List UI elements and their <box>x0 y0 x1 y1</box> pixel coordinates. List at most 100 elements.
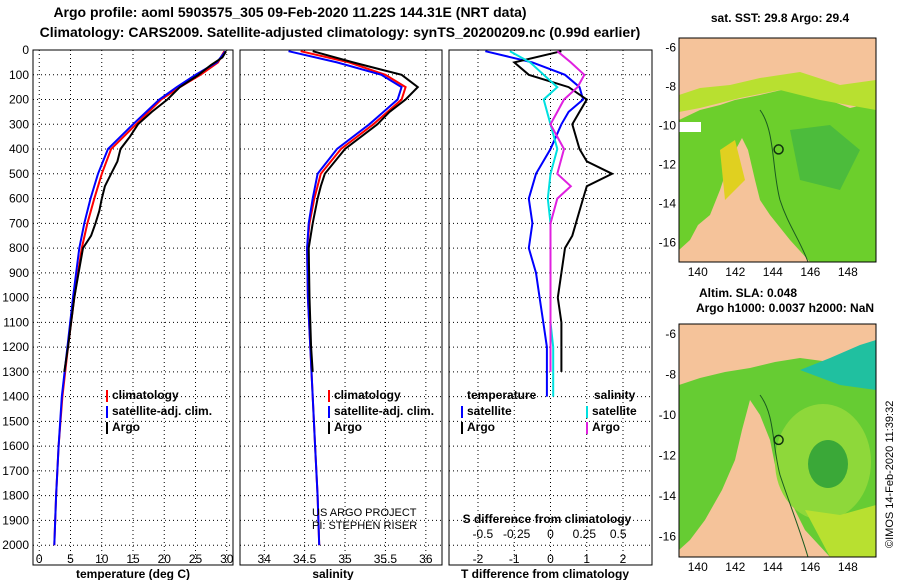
difference-panel: -2 -1 0 1 2 -0.5 -0.25 0 0.25 0.5 T difference f… <box>448 49 653 580</box>
sla-eddy-core <box>808 440 848 488</box>
x-tick-label: 20 <box>158 552 172 566</box>
legend-label-t-argo: Argo <box>467 420 495 434</box>
x-tick-label: 2 <box>620 552 627 566</box>
y-tick-label: 1900 <box>2 513 29 527</box>
temperature-panel: 0100200300400500600700800900100011001200… <box>2 43 233 580</box>
bathymetry-contour <box>759 109 809 263</box>
difference-legend: temperature satellite Argo salinity sate… <box>461 388 637 434</box>
y-tick-label: 1800 <box>2 489 29 503</box>
lon-tick-label: 146 <box>800 265 820 279</box>
lon-tick-label: 144 <box>763 265 783 279</box>
series-line-argo <box>307 50 420 372</box>
lon-tick-label: 148 <box>838 560 858 574</box>
lon-tick-label: 148 <box>838 265 858 279</box>
difference-x-label: T difference from climatology <box>461 567 629 580</box>
temperature-legend: climatology satellite-adj. clim. Argo <box>106 388 212 434</box>
y-tick-label: 100 <box>9 68 29 82</box>
legend-label-s-argo: Argo <box>592 420 620 434</box>
sst-warm-patch <box>720 140 745 200</box>
sst-warm-band <box>679 72 876 112</box>
salinity-legend: climatology satellite-adj. clim. Argo <box>328 388 434 434</box>
legend-label-satellite: satellite-adj. clim. <box>334 404 434 418</box>
salinity-x-label: salinity <box>312 567 354 580</box>
legend-label-argo: Argo <box>112 420 140 434</box>
x-tick-label: 25 <box>189 552 203 566</box>
lat-tick-label: -16 <box>659 236 677 250</box>
x-tick-label: 5 <box>67 552 74 566</box>
legend-label-climatology: climatology <box>112 388 179 402</box>
bathymetry-contour <box>759 394 809 558</box>
y-tick-label: 600 <box>9 192 29 206</box>
x-tick-label: 0 <box>36 552 43 566</box>
lon-tick-label: 144 <box>763 560 783 574</box>
y-tick-label: 500 <box>9 167 29 181</box>
legend-label-climatology: climatology <box>334 388 401 402</box>
salinity-panel: 34 34.5 35 35.5 36 salinity climatology sate… <box>239 49 443 580</box>
chart-title-line1: Argo profile: aoml 5903575_305 09-Feb-20… <box>53 4 527 20</box>
salinity-gridlines <box>240 49 442 565</box>
x-tick-label: 1 <box>583 552 590 566</box>
top-x-tick-label: 0.25 <box>573 527 597 541</box>
x-tick-label: 15 <box>126 552 140 566</box>
sla-map-title-line1: Altim. SLA: 0.048 <box>699 286 797 300</box>
depth-tick-labels: 0 100 200 300 400 500 600 700 800 900 1000 1100 1200… <box>2 43 29 552</box>
legend-title-temperature: temperature <box>467 388 537 402</box>
y-tick-label: 1700 <box>2 464 29 478</box>
salinity-tick-labels: 34 34.5 35 35.5 36 <box>258 552 433 566</box>
sla-low-anomaly <box>800 340 876 390</box>
sst-lon-tick-labels: 140 142 144 146 148 <box>688 265 858 279</box>
top-x-tick-label: 0.5 <box>610 527 627 541</box>
lat-tick-label: -8 <box>665 368 676 382</box>
top-x-tick-label: -0.5 <box>472 527 493 541</box>
series-line-salinity-argo <box>549 50 586 372</box>
legend-label-argo: Argo <box>334 420 362 434</box>
y-tick-label: 1200 <box>2 340 29 354</box>
y-tick-label: 1300 <box>2 365 29 379</box>
temperature-plot-frame <box>32 49 234 566</box>
sst-lat-tick-labels: -6 -8 -10 -12 -14 -16 <box>659 41 677 250</box>
x-tick-label: 36 <box>419 552 433 566</box>
y-tick-label: 1500 <box>2 414 29 428</box>
sla-map: Altim. SLA: 0.048 Argo h1000: 0.0037 h20… <box>659 286 877 574</box>
series-line-argo <box>63 50 227 373</box>
x-tick-label: 10 <box>95 552 109 566</box>
credit-line2: PI: STEPHEN RISER <box>312 520 417 532</box>
lat-tick-label: -14 <box>659 489 677 503</box>
temperature-tick-labels: 0 5 10 15 20 25 30 <box>36 552 234 566</box>
y-tick-label: 200 <box>9 93 29 107</box>
x-tick-label: -2 <box>473 552 484 566</box>
salinity-plot-frame <box>239 49 443 566</box>
sla-lat-tick-labels: -6 -8 -10 -12 -14 -16 <box>659 327 677 544</box>
y-tick-label: 800 <box>9 241 29 255</box>
lat-tick-label: -14 <box>659 197 677 211</box>
imos-watermark: ©IMOS 14-Feb-2020 11:39:32 <box>884 401 896 548</box>
y-tick-label: 300 <box>9 117 29 131</box>
lat-tick-label: -10 <box>659 408 677 422</box>
x-tick-label: 30 <box>220 552 234 566</box>
chart-title-line2: Climatology: CARS2009. Satellite-adjuste… <box>39 24 641 40</box>
sst-cool-patch <box>790 125 860 190</box>
sla-map-title-line2: Argo h1000: 0.0037 h2000: NaN <box>696 301 874 315</box>
lat-tick-label: -12 <box>659 158 677 172</box>
temperature-gridlines <box>33 49 233 565</box>
salinity-lines <box>288 50 420 546</box>
legend-label-satellite: satellite-adj. clim. <box>112 404 212 418</box>
argo-profile-marker <box>773 144 784 155</box>
sst-map: sat. SST: 29.8 Argo: 29.4 -6-8-10-12-14-… <box>659 11 877 279</box>
x-tick-label: 34.5 <box>293 552 317 566</box>
y-tick-label: 1600 <box>2 439 29 453</box>
temperature-x-label: temperature (deg C) <box>76 567 190 580</box>
lat-tick-label: -6 <box>665 327 676 341</box>
y-tick-label: 1400 <box>2 390 29 404</box>
y-tick-label: 900 <box>9 266 29 280</box>
difference-tick-labels: -2 -1 0 1 2 <box>473 552 627 566</box>
sst-map-title: sat. SST: 29.8 Argo: 29.4 <box>711 11 850 25</box>
sst-missing-data <box>679 122 701 132</box>
legend-label-t-satellite: satellite <box>467 404 512 418</box>
series-line-satellite-adj-clim- <box>53 50 227 546</box>
lat-tick-label: -12 <box>659 449 677 463</box>
top-x-tick-label: 0 <box>547 527 554 541</box>
sst-map-frame <box>678 37 877 263</box>
lon-tick-label: 140 <box>688 560 708 574</box>
sla-high-anomaly <box>805 505 876 557</box>
